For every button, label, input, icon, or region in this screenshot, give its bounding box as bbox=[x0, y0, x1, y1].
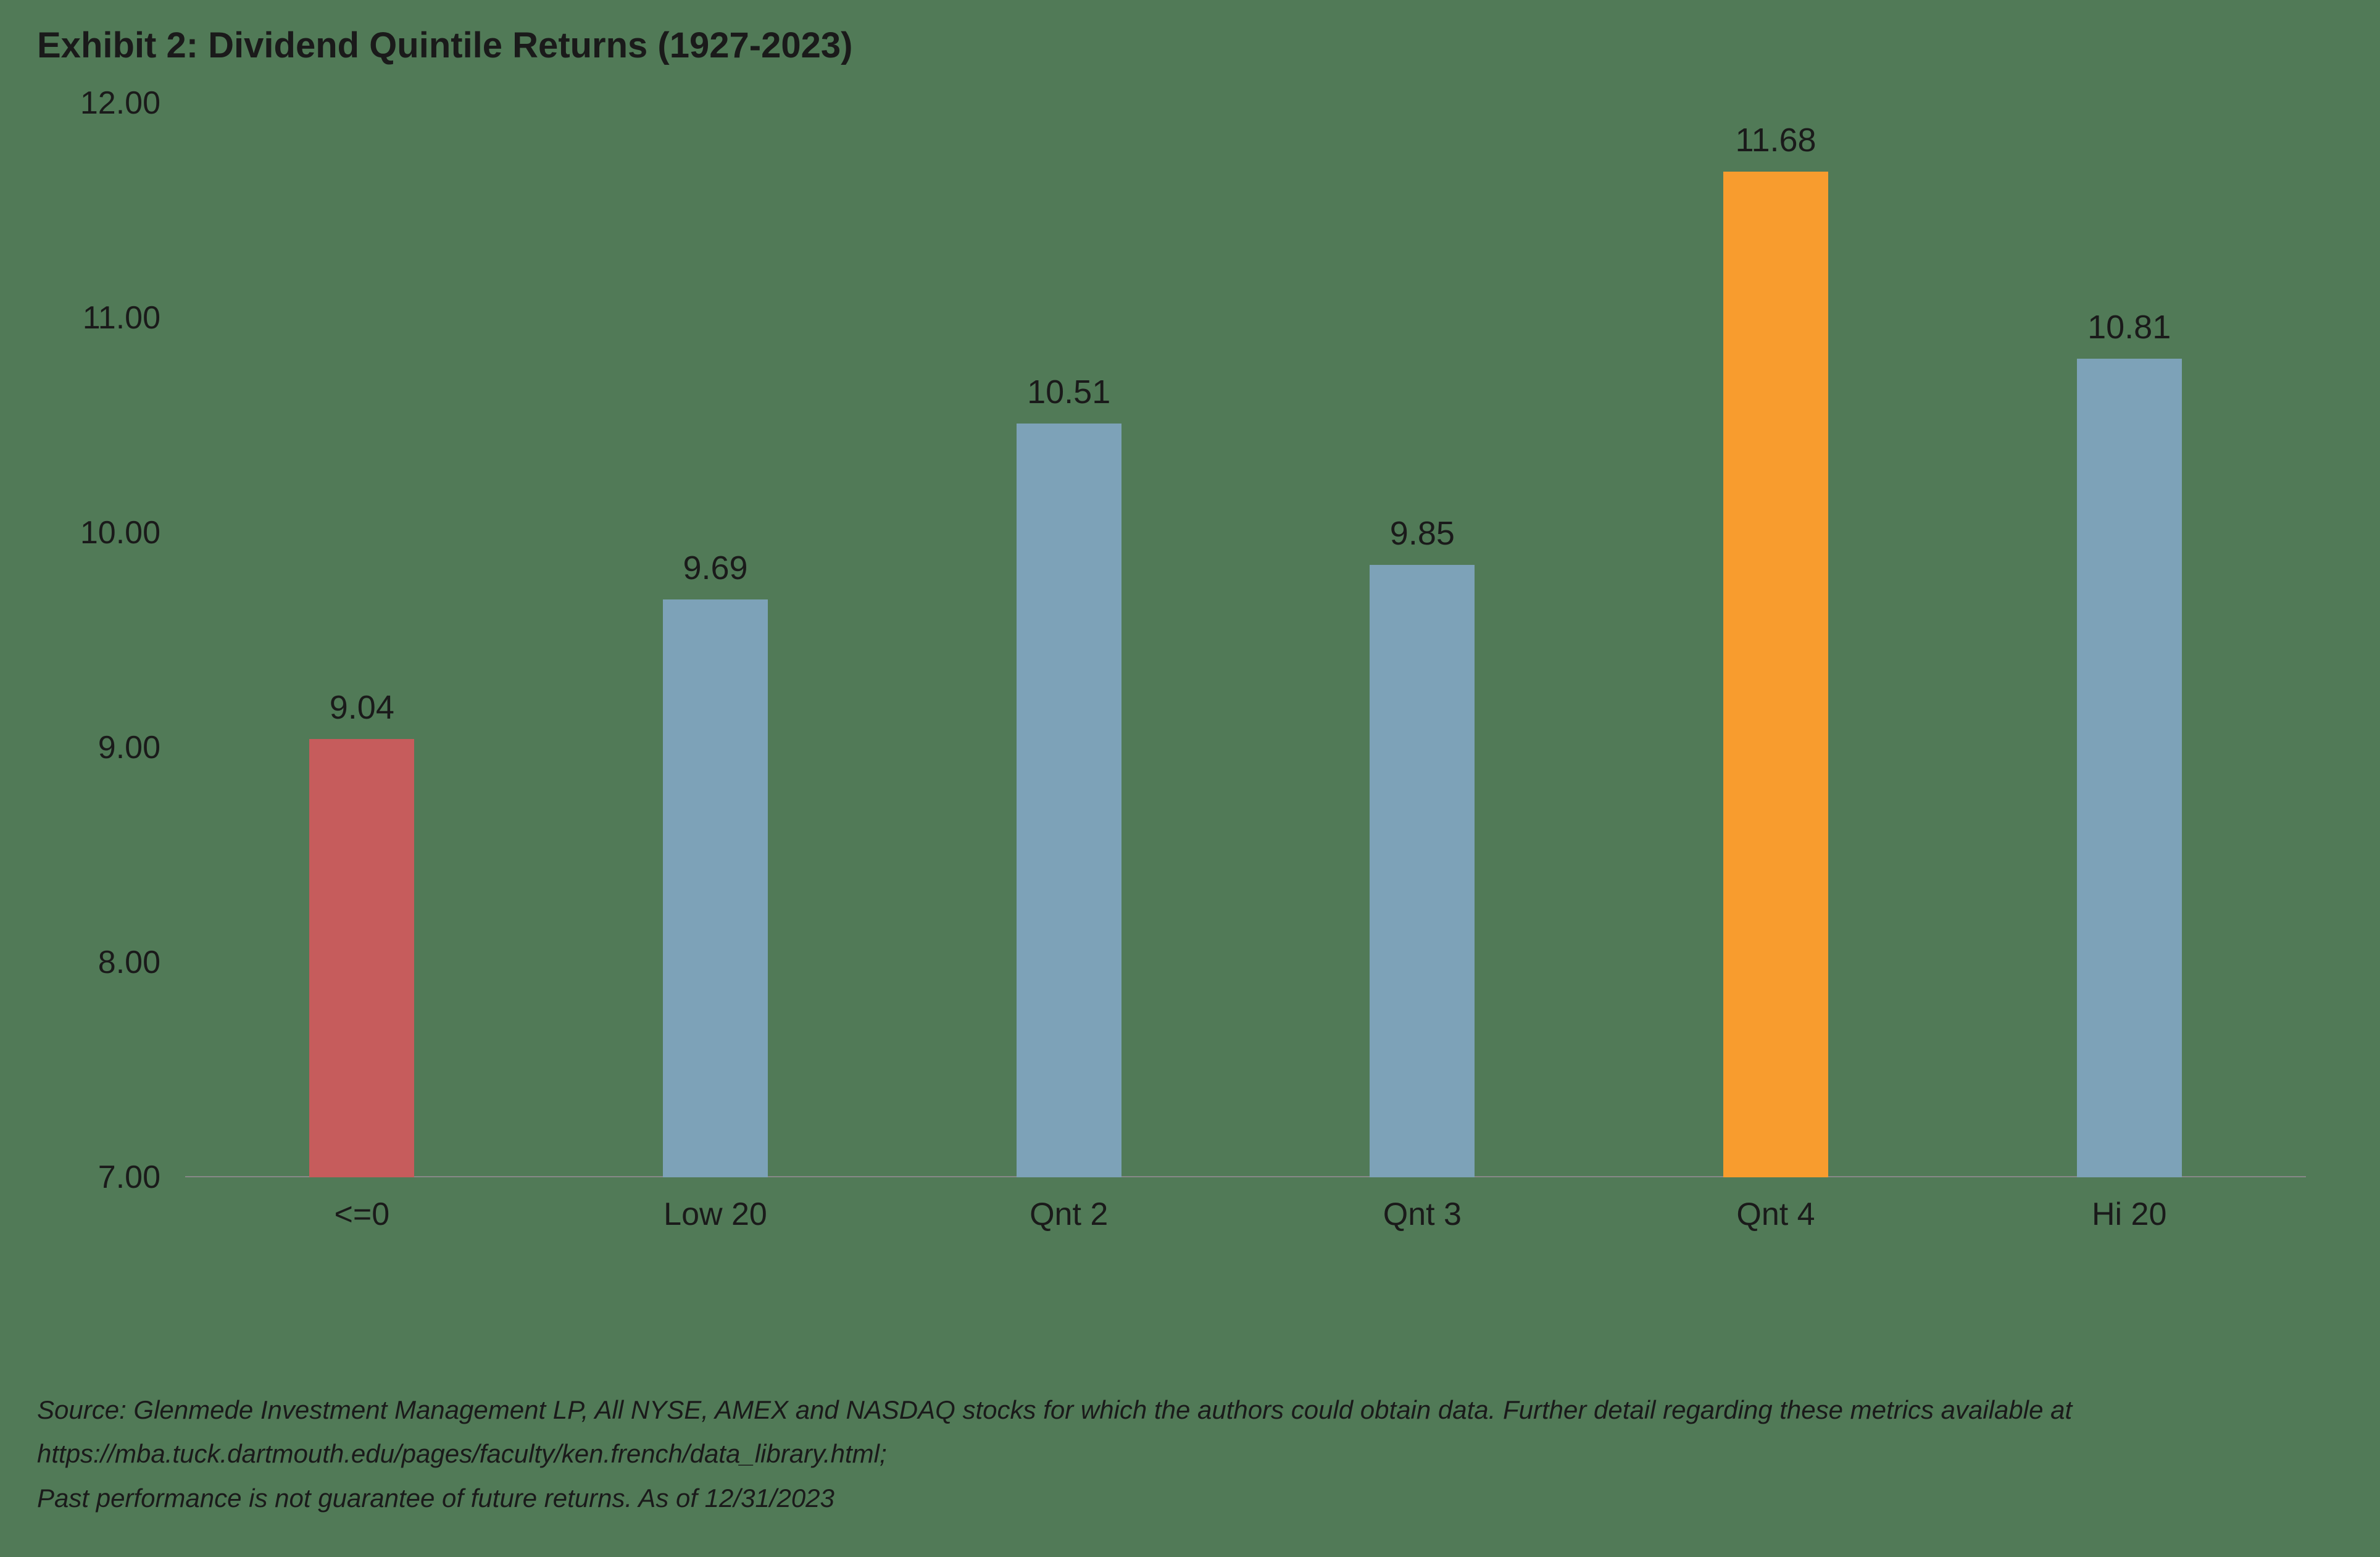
footnote-line-2: https://mba.tuck.dartmouth.edu/pages/fac… bbox=[37, 1432, 2343, 1476]
bar-value-label: 10.51 bbox=[1027, 373, 1110, 411]
bar-group: 9.04<=0 bbox=[185, 103, 539, 1177]
bars-container: 9.04<=09.69Low 2010.51Qnt 29.85Qnt 311.6… bbox=[185, 103, 2306, 1177]
x-category-label: <=0 bbox=[335, 1196, 390, 1233]
bar bbox=[2077, 359, 2182, 1177]
bar bbox=[1370, 565, 1475, 1177]
plot-area: 9.04<=09.69Low 2010.51Qnt 29.85Qnt 311.6… bbox=[185, 103, 2306, 1177]
x-category-label: Low 20 bbox=[664, 1196, 767, 1233]
footnote: Source: Glenmede Investment Management L… bbox=[37, 1388, 2343, 1520]
footnote-line-3: Past performance is not guarantee of fut… bbox=[37, 1476, 2343, 1520]
x-category-label: Qnt 2 bbox=[1030, 1196, 1108, 1233]
bar-group: 9.85Qnt 3 bbox=[1246, 103, 1599, 1177]
bar-value-label: 10.81 bbox=[2087, 308, 2171, 346]
ytick-9: 9.00 bbox=[37, 729, 160, 766]
ytick-7: 7.00 bbox=[37, 1159, 160, 1196]
bar-value-label: 9.69 bbox=[683, 549, 747, 587]
ytick-11: 11.00 bbox=[37, 299, 160, 336]
bar bbox=[1017, 424, 1121, 1177]
x-category-label: Qnt 4 bbox=[1736, 1196, 1815, 1233]
x-category-label: Hi 20 bbox=[2092, 1196, 2166, 1233]
bar-value-label: 11.68 bbox=[1735, 121, 1816, 159]
bar-value-label: 9.85 bbox=[1390, 514, 1455, 553]
bar-group: 11.68Qnt 4 bbox=[1599, 103, 1953, 1177]
ytick-8: 8.00 bbox=[37, 944, 160, 981]
bar bbox=[663, 599, 768, 1177]
chart-title: Exhibit 2: Dividend Quintile Returns (19… bbox=[37, 25, 2343, 66]
bar-group: 10.51Qnt 2 bbox=[892, 103, 1246, 1177]
bar-group: 10.81Hi 20 bbox=[1952, 103, 2306, 1177]
bar-value-label: 9.04 bbox=[330, 688, 394, 727]
ytick-10: 10.00 bbox=[37, 514, 160, 551]
chart-container: 12.00 11.00 10.00 9.00 8.00 7.00 9.04<=0… bbox=[37, 103, 2343, 1264]
footnote-line-1: Source: Glenmede Investment Management L… bbox=[37, 1388, 2343, 1432]
bar bbox=[1723, 172, 1828, 1177]
ytick-12: 12.00 bbox=[37, 85, 160, 122]
x-category-label: Qnt 3 bbox=[1383, 1196, 1462, 1233]
bar-group: 9.69Low 20 bbox=[539, 103, 892, 1177]
bar bbox=[309, 739, 414, 1177]
